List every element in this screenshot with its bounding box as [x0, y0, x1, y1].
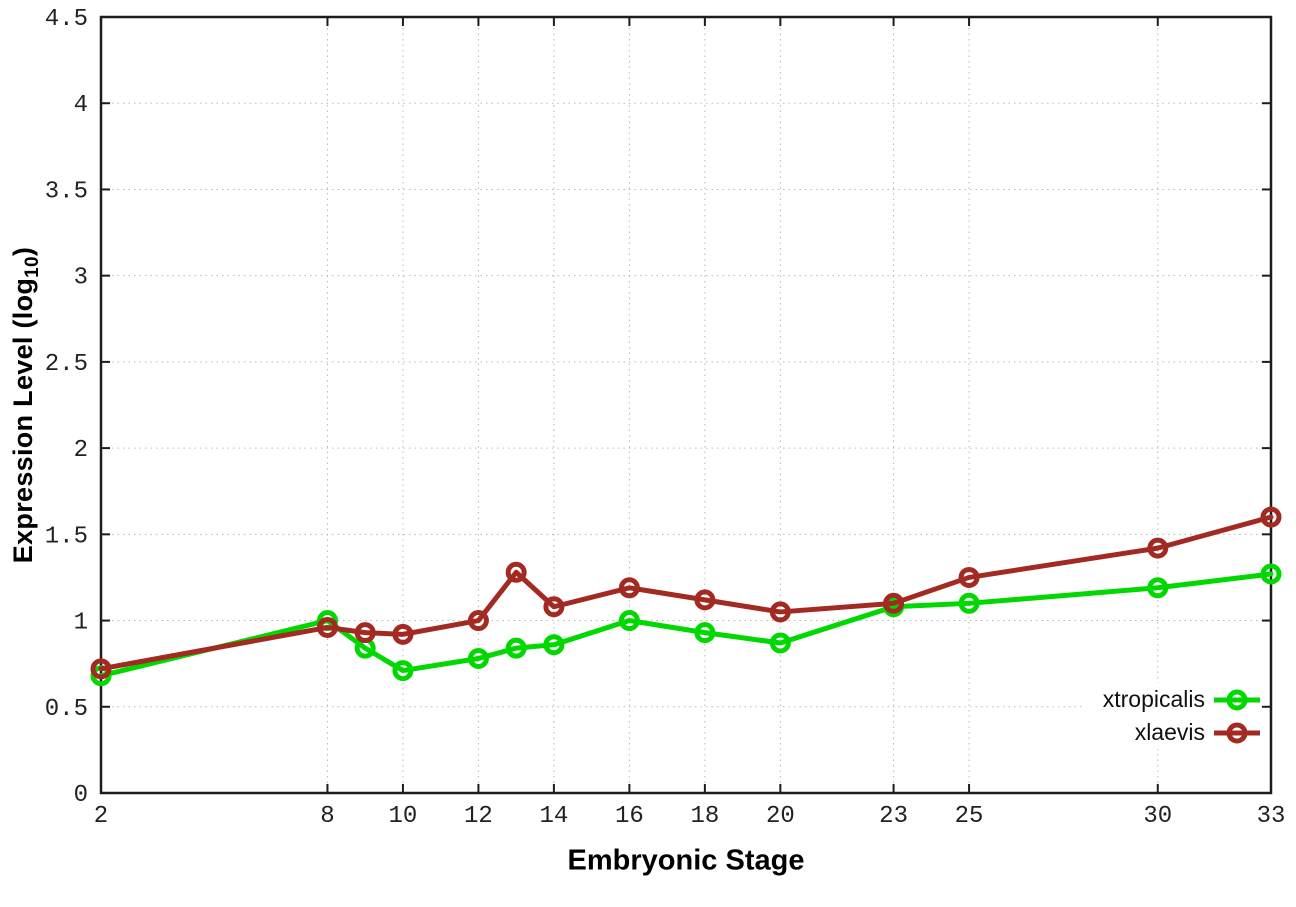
data-point-marker-icon	[958, 592, 980, 614]
x-tick-label: 33	[1257, 803, 1286, 830]
data-point-marker-icon	[90, 658, 112, 680]
legend: xtropicalis xlaevis	[1084, 683, 1260, 749]
y-axis-title-close: )	[8, 246, 38, 257]
data-point-marker-icon	[1260, 563, 1282, 585]
data-point-marker-icon	[505, 561, 527, 583]
data-point-marker-icon	[883, 592, 905, 614]
y-tick-label: 3	[74, 265, 88, 292]
y-tick-label: 2.5	[45, 351, 88, 378]
x-tick-label: 16	[615, 803, 644, 830]
y-tick-label: 2	[74, 437, 88, 464]
data-point-marker-icon	[694, 589, 716, 611]
line-point-marker-icon	[1214, 719, 1260, 747]
data-point-marker-icon	[543, 596, 565, 618]
y-axis-title-subscript: 10	[22, 256, 43, 278]
data-point-marker-icon	[769, 601, 791, 623]
data-point-marker-icon	[543, 634, 565, 656]
tick-marks	[100, 16, 1272, 794]
data-point-marker-icon	[1147, 537, 1169, 559]
legend-item-xlaevis: xlaevis	[1135, 716, 1260, 749]
series-line	[98, 571, 1274, 679]
plot-border	[99, 15, 1273, 795]
x-tick-label: 12	[464, 803, 493, 830]
y-tick-label: 0.5	[45, 696, 88, 723]
data-point-marker-icon	[354, 622, 376, 644]
data-point-marker-icon	[1147, 577, 1169, 599]
x-tick-label: 20	[766, 803, 795, 830]
legend-item-xtropicalis: xtropicalis	[1103, 683, 1260, 716]
y-tick-label: 1	[74, 610, 88, 637]
data-point-marker-icon	[618, 577, 640, 599]
gridlines	[101, 17, 1271, 793]
y-tick-label: 4	[74, 92, 88, 119]
y-tick-label: 4.5	[45, 6, 88, 33]
x-tick-label: 25	[955, 803, 984, 830]
y-axis-title: Expression Level (log10)	[8, 247, 44, 563]
x-tick-label: 30	[1143, 803, 1172, 830]
series-xtropicalis	[90, 563, 1282, 687]
x-tick-label: 14	[539, 803, 568, 830]
x-tick-label: 18	[690, 803, 719, 830]
tick-labels: 2 8 10 12 14 16 18 20 23 25 30 33 0 0.5 1 1.5 2 2.5 3 3.5 4 4…	[45, 6, 1286, 830]
line-point-marker-icon	[1214, 686, 1260, 714]
x-tick-label: 2	[94, 803, 108, 830]
data-point-marker-icon	[1260, 506, 1282, 528]
series-xlaevis	[90, 506, 1282, 680]
x-tick-label: 23	[879, 803, 908, 830]
data-point-marker-icon	[958, 566, 980, 588]
data-point-marker-icon	[316, 616, 338, 638]
data-point-marker-icon	[392, 623, 414, 645]
y-tick-label: 1.5	[45, 523, 88, 550]
y-tick-label: 3.5	[45, 178, 88, 205]
data-point-marker-icon	[694, 622, 716, 644]
y-axis-title-text: Expression Level (log	[8, 277, 38, 564]
y-tick-label: 0	[74, 782, 88, 809]
legend-label: xtropicalis	[1102, 686, 1205, 712]
legend-label: xlaevis	[1134, 719, 1205, 745]
x-axis-title: Embryonic Stage	[567, 844, 805, 877]
data-point-marker-icon	[467, 610, 489, 632]
data-point-marker-icon	[618, 610, 640, 632]
data-point-marker-icon	[505, 637, 527, 659]
data-point-marker-icon	[467, 647, 489, 669]
data-point-marker-icon	[392, 660, 414, 682]
x-tick-label: 8	[320, 803, 334, 830]
x-tick-label: 10	[389, 803, 418, 830]
data-point-marker-icon	[769, 632, 791, 654]
